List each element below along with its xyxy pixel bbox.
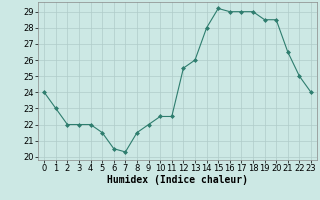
X-axis label: Humidex (Indice chaleur): Humidex (Indice chaleur) xyxy=(107,175,248,185)
